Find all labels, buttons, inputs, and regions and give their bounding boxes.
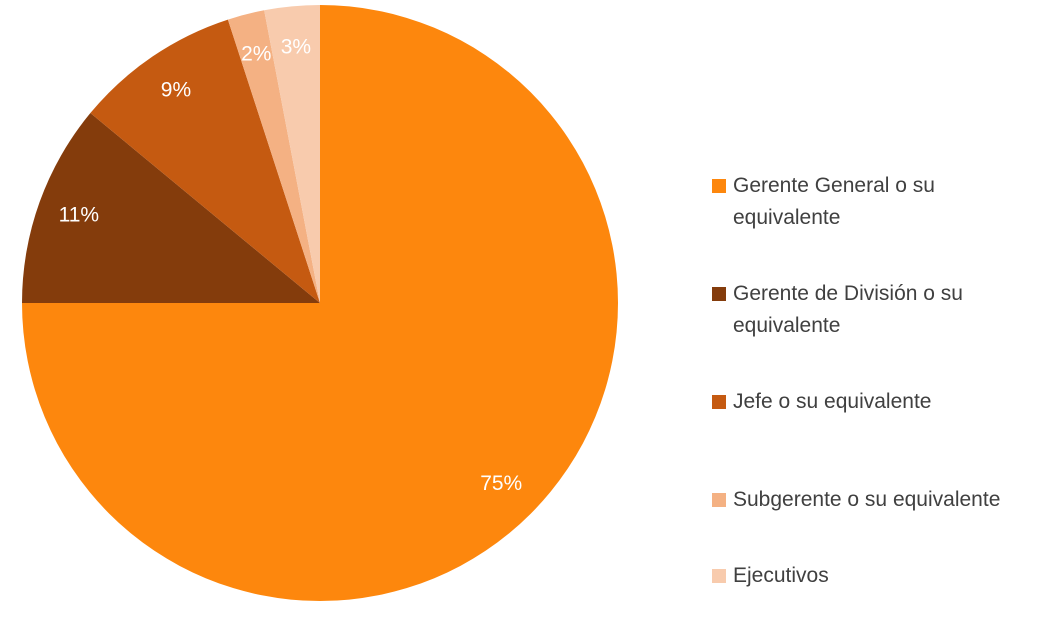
legend-swatch	[712, 569, 726, 583]
slice-label: 2%	[241, 42, 271, 65]
legend: Gerente General o su equivalente Gerente …	[712, 170, 1012, 592]
legend-label: Gerente de División o su equivalente	[733, 282, 963, 337]
legend-label: Ejecutivos	[733, 564, 829, 587]
slice-label: 75%	[480, 472, 522, 495]
legend-label: Gerente General o su equivalente	[733, 174, 935, 229]
legend-swatch	[712, 287, 726, 301]
legend-item: Jefe o su equivalente	[712, 386, 1012, 418]
legend-label: Jefe o su equivalente	[733, 390, 932, 413]
legend-swatch	[712, 179, 726, 193]
pie-slice	[90, 19, 320, 304]
legend-item: Subgerente o su equivalente	[712, 484, 1012, 516]
legend-item: Ejecutivos	[712, 560, 1012, 592]
slice-label: 11%	[59, 204, 99, 227]
pie-slice	[264, 5, 320, 303]
slice-label: 9%	[161, 79, 191, 102]
legend-label: Subgerente o su equivalente	[733, 488, 1001, 511]
legend-swatch	[712, 395, 726, 409]
legend-item: Gerente de División o su equivalente	[712, 278, 1012, 342]
slice-label: 3%	[281, 35, 311, 58]
legend-swatch	[712, 493, 726, 507]
pie-slice	[22, 113, 320, 303]
legend-item: Gerente General o su equivalente	[712, 170, 1012, 234]
pie-slice	[227, 10, 320, 303]
